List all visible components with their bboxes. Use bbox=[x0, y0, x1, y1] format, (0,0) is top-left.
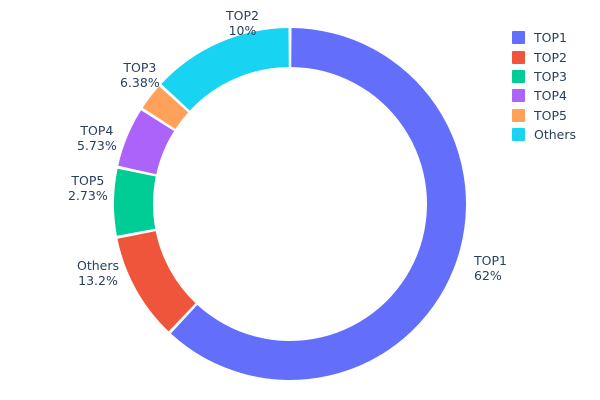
donut-slice-others[interactable] bbox=[161, 28, 289, 111]
legend-label: TOP2 bbox=[534, 49, 567, 65]
legend-item-top5[interactable]: TOP5 bbox=[512, 106, 596, 125]
legend-item-top4[interactable]: TOP4 bbox=[512, 86, 596, 105]
donut-slice-top1[interactable] bbox=[170, 28, 466, 380]
chart-legend: TOP1 TOP2 TOP3 TOP4 TOP5 Others bbox=[512, 28, 596, 144]
legend-swatch-icon bbox=[512, 69, 525, 83]
donut-slice-top3[interactable] bbox=[114, 168, 156, 236]
legend-swatch-icon bbox=[512, 108, 525, 122]
legend-item-top2[interactable]: TOP2 bbox=[512, 47, 596, 66]
legend-swatch-icon bbox=[512, 31, 525, 45]
legend-swatch-icon bbox=[512, 89, 525, 103]
donut-slice-top4[interactable] bbox=[118, 110, 175, 175]
donut-slice-top2[interactable] bbox=[117, 231, 196, 332]
legend-label: TOP3 bbox=[534, 68, 567, 84]
legend-label: TOP5 bbox=[534, 107, 567, 123]
legend-label: TOP4 bbox=[534, 88, 567, 104]
legend-swatch-icon bbox=[512, 50, 525, 64]
legend-swatch-icon bbox=[512, 128, 525, 142]
legend-label: Others bbox=[534, 127, 577, 143]
legend-item-top3[interactable]: TOP3 bbox=[512, 67, 596, 86]
donut-slice-group bbox=[114, 28, 466, 380]
donut-slice-top5[interactable] bbox=[142, 86, 189, 130]
legend-label: TOP1 bbox=[534, 30, 567, 46]
legend-item-others[interactable]: Others bbox=[512, 125, 596, 144]
legend-item-top1[interactable]: TOP1 bbox=[512, 28, 596, 47]
